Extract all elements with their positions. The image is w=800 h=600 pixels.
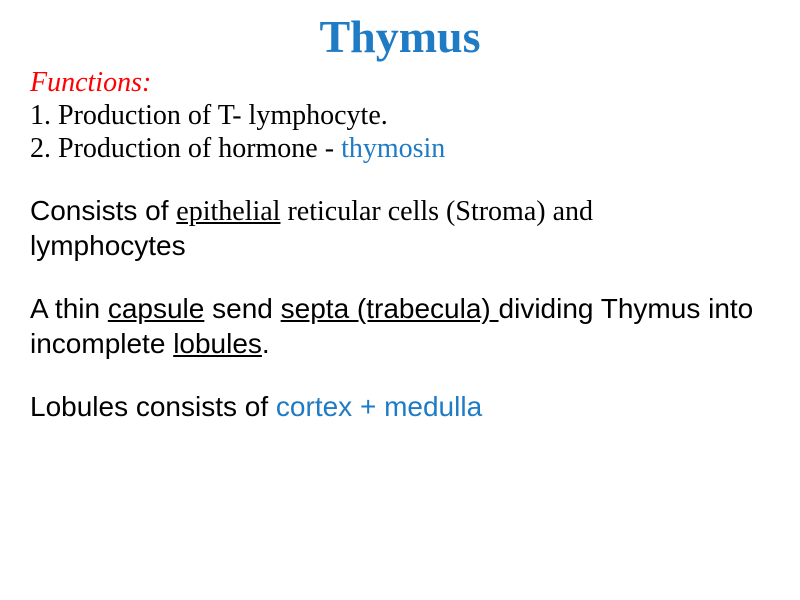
capsule-part-1: capsule	[108, 293, 205, 324]
functions-label: Functions:	[30, 67, 151, 98]
slide-title: Thymus	[30, 10, 770, 63]
function-item-1-text: Production of T- lymphocyte.	[51, 100, 388, 131]
consists-part-1: epithelial	[176, 196, 280, 227]
consists-part-2: reticular cells (Stroma) and	[280, 196, 593, 227]
consists-part-0: Consists of	[30, 195, 176, 226]
lobules-section: Lobules consists of cortex + medulla	[30, 389, 770, 424]
functions-section: Functions: 1. Production of T- lymphocyt…	[30, 67, 770, 165]
lobules-pre: Lobules consists of	[30, 391, 276, 422]
lobules-highlight: cortex + medulla	[276, 391, 482, 422]
consists-line1: Consists of epithelial reticular cells (…	[30, 193, 770, 228]
capsule-part-3: septa (trabecula)	[281, 293, 499, 324]
consists-line2: lymphocytes	[30, 228, 770, 263]
capsule-part-6: .	[262, 328, 270, 359]
capsule-part-0: A thin	[30, 293, 108, 324]
capsule-section: A thin capsule send septa (trabecula) di…	[30, 291, 770, 361]
capsule-part-5: lobules	[173, 328, 262, 359]
function-item-2-suffix: thymosin	[341, 133, 445, 164]
capsule-part-2: send	[204, 293, 280, 324]
function-item-1-num: 1.	[30, 100, 51, 131]
consists-section: Consists of epithelial reticular cells (…	[30, 193, 770, 263]
function-item-1: 1. Production of T- lymphocyte.	[30, 99, 770, 132]
function-item-2-num: 2.	[30, 133, 51, 164]
function-item-2-pre: Production of hormone -	[51, 133, 341, 164]
function-item-2: 2. Production of hormone - thymosin	[30, 132, 770, 165]
